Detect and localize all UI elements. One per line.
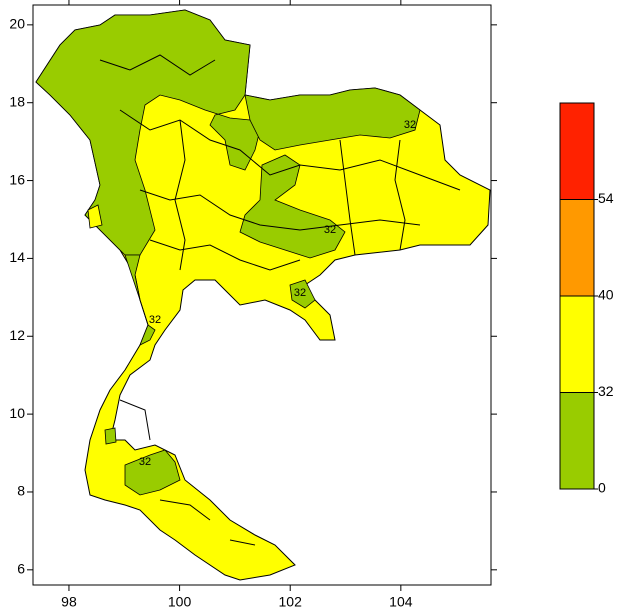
y-tick-label: 6 [17, 561, 25, 577]
y-tick-label: 10 [9, 405, 25, 421]
colorbar-segment [559, 295, 595, 393]
x-tick-label: 104 [389, 594, 413, 610]
green-region-central-east [239, 154, 346, 259]
province-boundary [119, 399, 256, 546]
province-boundary [394, 139, 406, 251]
y-tick-label: 20 [9, 16, 25, 32]
colorbar-segment [559, 199, 595, 297]
map [35, 9, 491, 581]
y-tick-label: 18 [9, 93, 25, 109]
x-tick-label: 98 [61, 594, 77, 610]
contour-label: 32 [324, 224, 336, 236]
x-tick-label: 102 [279, 594, 303, 610]
province-boundary [99, 54, 216, 76]
contour-label: 32 [139, 456, 151, 468]
colorbar-label: 54 [598, 190, 614, 206]
colorbar-label: 40 [598, 287, 614, 303]
y-tick-label: 12 [9, 327, 25, 343]
yellow-spot-west [87, 204, 103, 229]
green-region-east-coast [289, 279, 316, 309]
province-boundary [149, 239, 301, 271]
province-boundary [139, 189, 421, 231]
colorbar-segment [559, 102, 595, 200]
green-region-south-small [104, 427, 117, 445]
x-tick-label: 100 [168, 594, 192, 610]
colorbar-label: 32 [598, 383, 614, 399]
green-region-south [124, 449, 181, 496]
green-region-northeast [244, 87, 421, 151]
plot-frame [32, 4, 492, 586]
green-region-west [124, 254, 156, 346]
province-boundary [174, 119, 186, 271]
y-tick-label: 14 [9, 249, 25, 265]
colorbar-segment [559, 392, 595, 490]
contour-label: 32 [294, 287, 306, 299]
y-tick-label: 8 [17, 483, 25, 499]
contour-label: 32 [404, 119, 416, 131]
province-boundary [339, 139, 356, 256]
y-tick-label: 16 [9, 171, 25, 187]
province-boundary [119, 109, 461, 191]
colorbar-label: 0 [598, 480, 606, 496]
contour-label: 32 [149, 314, 161, 326]
